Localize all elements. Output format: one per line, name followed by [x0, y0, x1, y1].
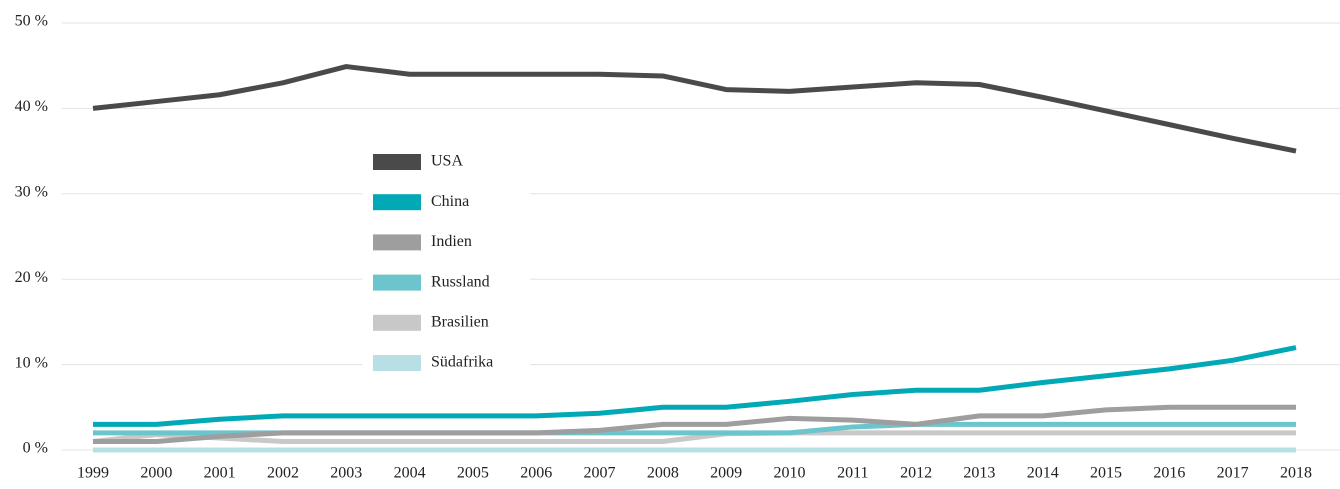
y-tick-label: 10 % [15, 354, 48, 371]
y-tick-label: 0 % [23, 440, 48, 457]
legend-swatch [373, 314, 421, 331]
x-tick-label: 2004 [394, 465, 426, 482]
x-tick-label: 2000 [140, 465, 172, 482]
x-tick-label: 2009 [710, 465, 742, 482]
y-tick-label: 40 % [15, 98, 48, 115]
line-series [93, 404, 1296, 444]
legend-label: Südafrika [431, 354, 493, 371]
x-tick-label: 2006 [520, 465, 552, 482]
legend-label: Russland [431, 273, 490, 290]
x-tick-label: 2018 [1280, 465, 1312, 482]
x-tick-label: 1999 [77, 465, 109, 482]
legend-swatch [373, 154, 421, 170]
x-tick-label: 2003 [330, 465, 362, 482]
legend-background [362, 140, 530, 382]
legend-label: Indien [431, 233, 472, 250]
legend-swatch [373, 234, 421, 251]
x-tick-label: 2005 [457, 465, 489, 482]
line-series [93, 345, 1297, 427]
legend-swatch [373, 274, 421, 291]
y-tick-label: 30 % [15, 183, 48, 200]
x-tick-label: 2001 [204, 465, 236, 482]
line-series [92, 430, 1296, 444]
x-tick-label: 2014 [1027, 465, 1059, 482]
x-tick-label: 2012 [900, 465, 932, 482]
x-tick-label: 2013 [963, 465, 995, 482]
legend: USA China Indien Russland Brasilien Südafrika [362, 140, 530, 382]
legend-swatch [373, 194, 421, 211]
line-series [92, 64, 1297, 154]
x-tick-label: 2017 [1217, 465, 1249, 482]
y-tick-label: 20 % [15, 269, 48, 286]
x-tick-label: 2011 [837, 465, 868, 482]
y-tick-label: 50 % [15, 13, 48, 30]
x-tick-label: 2010 [773, 465, 805, 482]
legend-label: Brasilien [431, 313, 489, 330]
x-tick-label: 2007 [584, 465, 616, 482]
legend-label: China [431, 193, 469, 210]
legend-label: USA [431, 153, 463, 170]
x-tick-label: 2008 [647, 465, 679, 482]
x-tick-label: 2002 [267, 465, 299, 482]
x-tick-label: 2015 [1090, 465, 1122, 482]
legend-swatch [373, 355, 421, 371]
x-tick-label: 2016 [1153, 465, 1185, 482]
